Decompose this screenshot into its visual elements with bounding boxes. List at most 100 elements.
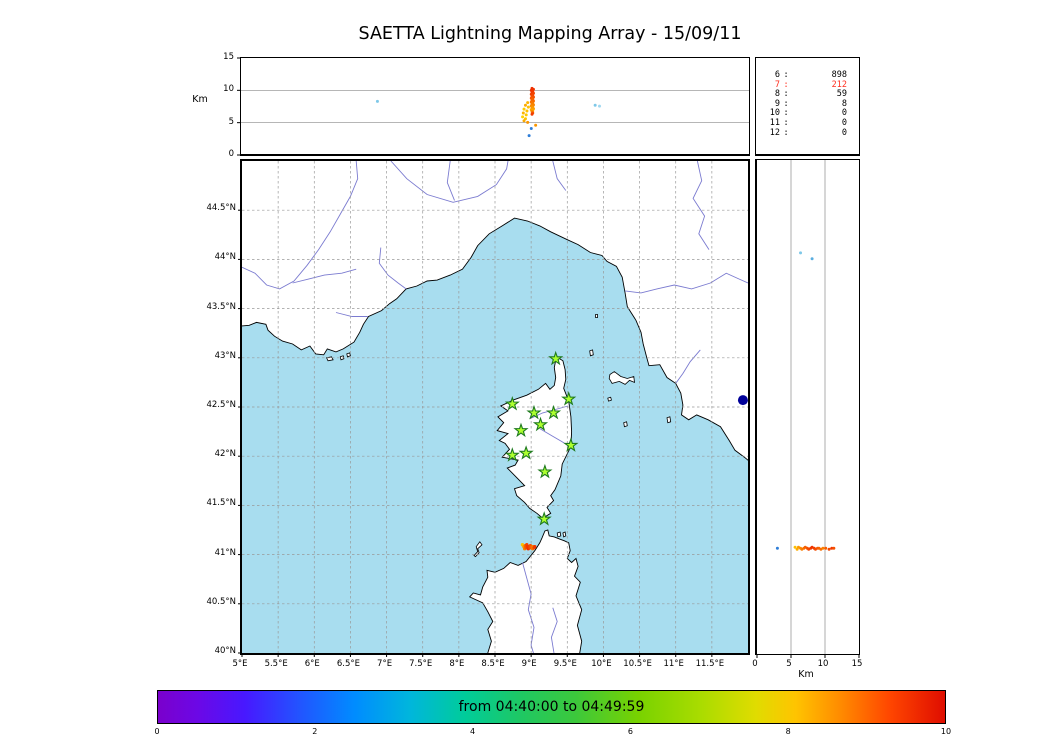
lightning-point bbox=[526, 101, 530, 105]
coastline-island bbox=[556, 531, 562, 538]
km-tick-label: 5 bbox=[786, 659, 792, 669]
stats-row: 10:0 bbox=[769, 108, 847, 119]
lightning-point bbox=[530, 112, 534, 116]
lon-tick-label: 5.5°E bbox=[264, 659, 288, 669]
colorbar-time-range-label: from 04:40:00 to 04:49:59 bbox=[458, 699, 645, 715]
lightning-point bbox=[526, 120, 530, 124]
coastline-island bbox=[473, 541, 483, 558]
lat-tick-label: 41°N bbox=[214, 547, 236, 558]
map-panel bbox=[238, 159, 750, 657]
lon-tick-label: 8.5°E bbox=[481, 659, 505, 669]
km-tick-label: 10 bbox=[817, 659, 829, 669]
river bbox=[292, 268, 357, 284]
colorbar-tick-label: 2 bbox=[312, 727, 318, 736]
coastline-island bbox=[589, 349, 594, 357]
station-star bbox=[536, 511, 552, 526]
colorbar-tick-label: 4 bbox=[470, 727, 476, 736]
coastline-mainland bbox=[242, 161, 748, 461]
colorbar: from 04:40:00 to 04:49:59 bbox=[157, 690, 946, 724]
km-tick-label: 0 bbox=[752, 659, 758, 669]
lon-tick-label: 9°E bbox=[521, 659, 537, 669]
coastline-sardinia bbox=[468, 529, 583, 653]
lon-tick-label: 5°E bbox=[232, 659, 248, 669]
river bbox=[446, 161, 455, 201]
lightning-point bbox=[598, 104, 602, 108]
lightning-point bbox=[534, 123, 538, 127]
lightning-point bbox=[522, 107, 526, 111]
altitude-tick-label: 15 bbox=[223, 52, 234, 62]
river bbox=[242, 161, 359, 290]
chart-title: SAETTA Lightning Mapping Array - 15/09/1… bbox=[358, 24, 742, 44]
station-stats-panel: 6:898 7:212 8:59 9:8 10:0 11:0 12:0 bbox=[755, 57, 860, 156]
altitude-tick-label: 10 bbox=[223, 84, 234, 95]
lightning-point bbox=[810, 257, 814, 261]
stats-row: 9:8 bbox=[774, 98, 847, 109]
lightning-point bbox=[526, 105, 530, 109]
coastline-island bbox=[608, 371, 635, 385]
station-star bbox=[504, 447, 520, 462]
lon-tick-label: 6.5°E bbox=[336, 659, 360, 669]
lat-tick-label: 40°N bbox=[214, 646, 236, 656]
station-star bbox=[518, 445, 534, 460]
coastline-island bbox=[346, 352, 351, 358]
lon-tick-label: 7°E bbox=[377, 659, 393, 669]
altitude-axis-label: Km bbox=[192, 94, 208, 105]
lon-tick-label: 10°E bbox=[591, 659, 612, 669]
coastline-island bbox=[326, 356, 334, 362]
lightning-point bbox=[533, 545, 537, 549]
lightning-point bbox=[793, 545, 797, 549]
lon-tick-label: 10.5°E bbox=[623, 659, 652, 669]
lightning-point bbox=[522, 119, 526, 123]
coastline-island bbox=[623, 421, 628, 428]
lightning-point bbox=[775, 546, 779, 550]
lon-tick-label: 11.5°E bbox=[695, 659, 725, 669]
lightning-point bbox=[521, 115, 525, 119]
lon-tick-label: 8°E bbox=[449, 659, 465, 669]
lon-tick-label: 9.5°E bbox=[553, 659, 577, 669]
altitude-tick-label: 0 bbox=[228, 149, 234, 159]
lat-tick-label: 44°N bbox=[214, 252, 236, 263]
station-star bbox=[513, 422, 529, 438]
lightning-point bbox=[529, 126, 533, 130]
stats-row: 11:0 bbox=[769, 117, 847, 128]
stats-row: 12:0 bbox=[769, 127, 847, 138]
river bbox=[550, 607, 558, 653]
altitude-longitude-panel bbox=[237, 57, 750, 156]
river bbox=[692, 161, 710, 250]
lat-tick-label: 40.5°N bbox=[206, 596, 236, 607]
lightning-point bbox=[524, 113, 528, 117]
lon-tick-label: 7.5°E bbox=[409, 659, 433, 669]
lon-tick-label: 11°E bbox=[663, 659, 684, 669]
lat-tick-label: 42.5°N bbox=[206, 400, 236, 410]
lightning-point bbox=[827, 547, 831, 551]
colorbar-tick-label: 0 bbox=[154, 727, 160, 736]
lon-tick-label: 6°E bbox=[304, 659, 320, 669]
coastline-island bbox=[595, 314, 598, 318]
station-star bbox=[548, 350, 564, 366]
lightning-point bbox=[593, 103, 597, 107]
river bbox=[390, 161, 509, 203]
river bbox=[625, 272, 748, 294]
lightning-point bbox=[832, 546, 836, 550]
station-star bbox=[545, 404, 562, 420]
lightning-point bbox=[525, 109, 529, 113]
stats-row: 8:59 bbox=[774, 89, 847, 100]
navy-marker bbox=[737, 395, 748, 406]
stats-row: 6:898 bbox=[774, 70, 847, 80]
station-star bbox=[504, 395, 520, 411]
station-star bbox=[561, 391, 577, 406]
station-star bbox=[563, 437, 579, 452]
lightning-point bbox=[523, 103, 527, 107]
colorbar-tick-label: 10 bbox=[940, 727, 952, 736]
lightning-point bbox=[527, 134, 531, 138]
lightning-point bbox=[821, 546, 825, 550]
lightning-point bbox=[375, 99, 379, 103]
lat-tick-label: 43.5°N bbox=[206, 301, 236, 312]
colorbar-tick-label: 8 bbox=[785, 727, 791, 736]
lightning-point bbox=[521, 111, 525, 115]
lat-tick-label: 41.5°N bbox=[206, 498, 236, 509]
river bbox=[675, 349, 701, 384]
coastline-island bbox=[562, 531, 567, 538]
station-star bbox=[537, 463, 553, 479]
